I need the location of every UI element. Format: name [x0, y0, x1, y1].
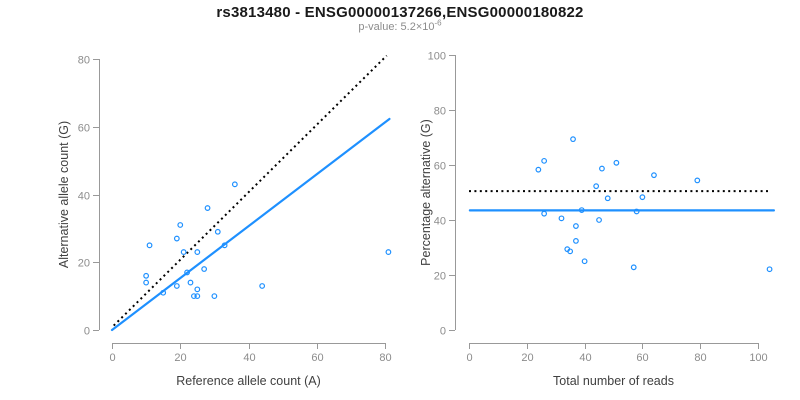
y-tick-label: 20 [78, 258, 90, 270]
pvalue-text: p-value: 5.2×10 [358, 21, 435, 33]
x-tick-label: 60 [311, 352, 323, 364]
allele-counts-panel: 0 20 40 60 80 0 20 40 60 80 Reference allele count… [57, 55, 392, 389]
data-point [567, 248, 574, 255]
data-point [184, 269, 190, 276]
identity-line [113, 54, 388, 327]
data-point [214, 228, 221, 235]
data-point [596, 217, 602, 223]
data-point [194, 249, 201, 255]
data-point [613, 159, 620, 166]
y-tick-label: 0 [84, 326, 90, 338]
y-axis-title: Alternative allele count (G) [57, 121, 71, 268]
regression-line [110, 117, 391, 332]
data-point [535, 166, 542, 173]
x-tick-label: 40 [243, 352, 255, 364]
data-point [173, 235, 180, 242]
y-tick-label: 80 [434, 106, 446, 118]
data-point [160, 289, 167, 296]
data-point [558, 215, 565, 222]
data-point [541, 210, 548, 217]
y-tick-label: 0 [440, 326, 446, 338]
y-tick-label: 60 [434, 161, 446, 173]
data-point [651, 172, 657, 179]
y-tick-label: 40 [78, 191, 90, 203]
data-point [599, 165, 605, 172]
data-point [173, 283, 180, 289]
data-point [604, 195, 611, 202]
percentage-panel: 0 20 40 60 80 100 0 20 40 60 80 100 Total number of … [419, 51, 775, 388]
y-tick-label: 80 [78, 55, 90, 67]
data-point [201, 266, 208, 272]
y-tick-label: 20 [434, 271, 446, 283]
data-point [204, 205, 211, 211]
data-point [766, 266, 773, 273]
pvalue-exponent: -6 [434, 18, 442, 28]
x-tick-label: 0 [109, 352, 115, 364]
x-axis-title: Reference allele count (A) [176, 374, 321, 388]
x-tick-label: 20 [174, 352, 186, 364]
data-point [694, 177, 701, 184]
data-point [259, 283, 266, 289]
data-point [180, 249, 187, 255]
x-tick-label: 60 [636, 352, 648, 364]
figure-title: rs3813480 - ENSG00000137266,ENSG00000180… [216, 4, 584, 21]
data-point [385, 249, 392, 255]
x-tick-label: 80 [379, 352, 391, 364]
data-point [630, 264, 637, 271]
data-point [231, 181, 238, 188]
x-tick-label: 80 [694, 352, 706, 364]
data-point [194, 293, 201, 300]
data-point [146, 242, 153, 249]
x-tick-label: 0 [466, 352, 472, 364]
x-axis-title: Total number of reads [553, 374, 674, 388]
data-point [639, 194, 646, 201]
data-point [187, 279, 194, 286]
data-point [573, 223, 579, 229]
data-point [541, 157, 548, 164]
data-point [573, 237, 579, 244]
y-tick-label: 40 [434, 216, 446, 228]
data-point [633, 208, 640, 215]
figure-subtitle: p-value: 5.2×10-6 [0, 18, 800, 33]
y-axis-title: Percentage alternative (G) [419, 119, 433, 266]
y-tick-label: 100 [428, 51, 446, 63]
x-tick-label: 40 [579, 352, 591, 364]
x-tick-label: 100 [749, 352, 767, 364]
data-point [221, 242, 228, 249]
data-point [581, 258, 588, 265]
data-point [194, 286, 201, 293]
data-point [143, 272, 150, 279]
data-point [578, 207, 585, 214]
data-point [177, 222, 184, 228]
x-tick-label: 20 [521, 352, 533, 364]
data-point [570, 136, 576, 143]
data-point [143, 279, 150, 286]
y-tick-label: 60 [78, 123, 90, 135]
data-point [190, 293, 197, 300]
data-point [211, 293, 218, 300]
data-point [593, 183, 600, 190]
